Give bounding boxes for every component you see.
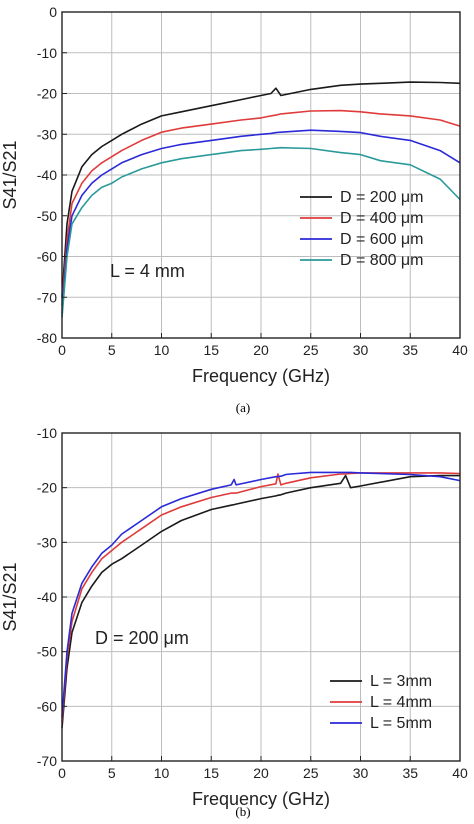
series-line-3 bbox=[61, 129, 461, 314]
series-line-2 bbox=[61, 472, 461, 723]
x-tick-label: 10 bbox=[154, 765, 170, 781]
legend-label-3: L = 5mm bbox=[370, 715, 432, 732]
x-tick-label: 0 bbox=[58, 342, 66, 358]
chart-annotation: D = 200 μm bbox=[95, 628, 189, 648]
panel-caption: (b) bbox=[235, 804, 250, 819]
y-tick-label: -40 bbox=[37, 589, 57, 605]
x-tick-label: 15 bbox=[203, 765, 219, 781]
panel-caption: (a) bbox=[236, 400, 250, 415]
y-tick-label: -60 bbox=[37, 698, 57, 714]
x-axis-label: Frequency (GHz) bbox=[192, 789, 330, 809]
legend-label-3: D = 600 μm bbox=[340, 231, 423, 248]
x-tick-label: 10 bbox=[154, 342, 170, 358]
x-tick-label: 15 bbox=[203, 342, 219, 358]
y-tick-label: -50 bbox=[37, 208, 57, 224]
x-axis-label: Frequency (GHz) bbox=[192, 366, 330, 386]
y-tick-label: -20 bbox=[37, 86, 57, 102]
y-tick-label: -30 bbox=[37, 126, 57, 142]
legend-label-2: L = 4mm bbox=[370, 694, 432, 711]
y-axis-label: S41/S21 bbox=[0, 140, 20, 209]
chart-panel-b: 0 5 10 15 20 25 30 35 40 -10 -20 -30 -40 -50 -60 -70 Fre… bbox=[0, 425, 468, 819]
y-tick-label: -50 bbox=[37, 644, 57, 660]
x-tick-label: 40 bbox=[452, 342, 468, 358]
x-tick-label: 5 bbox=[108, 342, 116, 358]
y-axis-label: S41/S21 bbox=[0, 562, 20, 631]
x-tick-label: 30 bbox=[353, 342, 369, 358]
y-tick-label: -20 bbox=[37, 480, 57, 496]
y-tick-label: -10 bbox=[37, 425, 57, 441]
x-tick-label: 5 bbox=[108, 765, 116, 781]
chart-panel-a: 0 5 10 15 20 25 30 35 40 0 -10 -20 -30 -40 -50 -60 -70 -8… bbox=[0, 4, 468, 415]
y-tick-label: 0 bbox=[49, 4, 57, 20]
chart-annotation: L = 4 mm bbox=[110, 261, 185, 281]
legend-label-1: D = 200 μm bbox=[340, 189, 423, 206]
series-line-1 bbox=[61, 474, 460, 729]
legend-label-4: D = 800 μm bbox=[340, 252, 423, 269]
x-tick-label: 35 bbox=[402, 342, 418, 358]
x-tick-label: 0 bbox=[58, 765, 66, 781]
series-line-1 bbox=[61, 81, 461, 298]
series-line-4 bbox=[61, 146, 461, 318]
y-tick-label: -70 bbox=[37, 753, 57, 769]
y-tick-label: -40 bbox=[37, 167, 57, 183]
x-tick-label: 25 bbox=[303, 342, 319, 358]
x-tick-label: 20 bbox=[253, 765, 269, 781]
y-tick-label: -80 bbox=[37, 330, 57, 346]
y-tick-label: -10 bbox=[37, 45, 57, 61]
series-line-2 bbox=[61, 109, 461, 306]
x-tick-label: 30 bbox=[353, 765, 369, 781]
legend-label-2: D = 400 μm bbox=[340, 210, 423, 227]
x-tick-label: 20 bbox=[253, 342, 269, 358]
y-tick-label: -30 bbox=[37, 534, 57, 550]
y-tick-label: -60 bbox=[37, 249, 57, 265]
legend-label-1: L = 3mm bbox=[370, 673, 432, 690]
x-tick-label: 40 bbox=[452, 765, 468, 781]
x-tick-label: 25 bbox=[303, 765, 319, 781]
x-tick-label: 35 bbox=[402, 765, 418, 781]
series-line-3 bbox=[61, 471, 461, 718]
y-tick-label: -70 bbox=[37, 289, 57, 305]
